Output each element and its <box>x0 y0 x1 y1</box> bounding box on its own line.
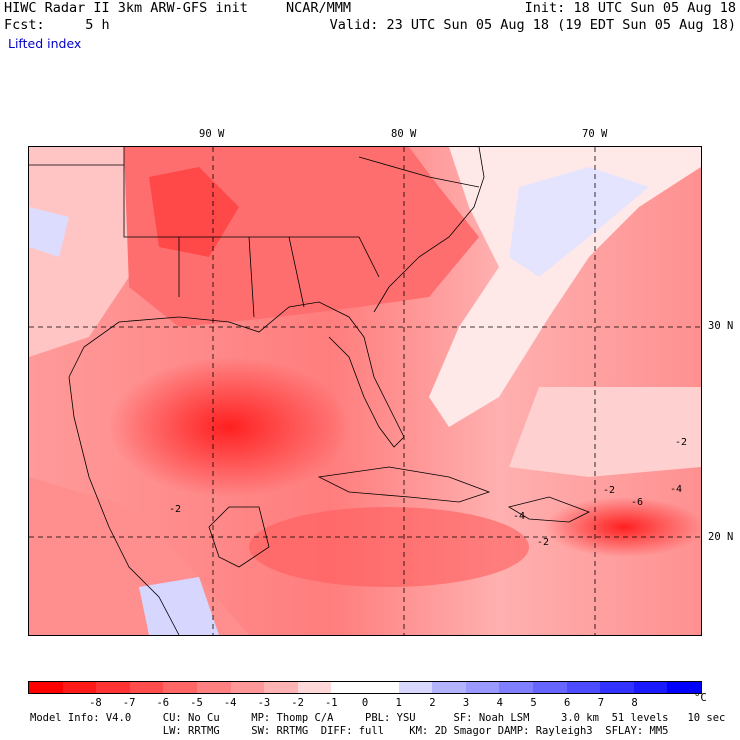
caribbean-core <box>544 497 701 557</box>
colorbar-swatch <box>163 682 197 693</box>
colorbar-swatch <box>600 682 634 693</box>
colorbar-swatch <box>331 682 365 693</box>
colorbar-tick-label: 5 <box>530 697 537 709</box>
colorbar-swatch <box>364 682 399 693</box>
colorbar-tick-label: 4 <box>496 697 503 709</box>
gulf-core <box>109 357 349 497</box>
colorbar-tick-label: 1 <box>395 697 402 709</box>
stable-patch <box>29 207 69 257</box>
colorbar-swatch <box>532 682 567 693</box>
colorbar-swatch <box>297 682 332 693</box>
colorbar-swatch <box>264 682 298 693</box>
mexico-blue-patch <box>139 577 219 635</box>
colorbar-tick-label: 2 <box>429 697 436 709</box>
contour-label: -4 <box>670 484 682 495</box>
colorbar-swatch <box>62 682 97 693</box>
lifted-index-map: -2 -2 -4 -6 -2 -4 -2 <box>28 146 702 636</box>
atlantic-south-band <box>509 387 701 477</box>
colorbar-swatch <box>398 682 433 693</box>
forecast-hour: Fcst: 5 h <box>4 17 110 33</box>
lon-label-70w: 70 W <box>582 128 608 140</box>
colorbar-tick-label: -7 <box>122 697 136 709</box>
colorbar-tick-label: 8 <box>631 697 638 709</box>
lat-label-20n: 20 N <box>708 531 734 543</box>
colorbar-tick-label: -1 <box>324 697 338 709</box>
map-canvas: -2 -2 -4 -6 -2 -4 -2 <box>29 147 701 635</box>
colorbar-swatch <box>129 682 164 693</box>
lon-label-90w: 90 W <box>199 128 225 140</box>
model-info-line1: Model Info: V4.0 CU: No Cu MP: Thomp C/A… <box>30 712 726 724</box>
contour-label: -2 <box>169 504 181 515</box>
lat-label-30n: 30 N <box>708 320 734 332</box>
colorbar-swatch <box>566 682 601 693</box>
colorbar-tick-label: 3 <box>462 697 470 709</box>
colorbar-swatch <box>196 682 231 693</box>
atlantic-blue-patch <box>509 167 649 277</box>
colorbar-tick-label: -3 <box>257 697 271 709</box>
colorbar-swatch <box>633 682 668 693</box>
contour-label: -2 <box>603 485 615 496</box>
field-name: Lifted index <box>8 36 82 51</box>
contour-label: -4 <box>513 511 525 522</box>
colorbar-swatch <box>465 682 500 693</box>
plains-field <box>29 147 129 357</box>
colorbar-tick-label: 0 <box>361 697 369 709</box>
colorbar-tick-label: -5 <box>190 697 203 709</box>
contour-label: -2 <box>675 437 687 448</box>
title-line: HIWC Radar II 3km ARW-GFS init <box>4 0 248 16</box>
init-time: Init: 18 UTC Sun 05 Aug 18 <box>524 0 736 16</box>
contour-labels: -2 -2 -4 -6 -2 -4 -2 <box>169 437 687 548</box>
lon-label-80w: 80 W <box>391 128 417 140</box>
colorbar <box>28 681 702 694</box>
colorbar-swatch <box>96 682 130 693</box>
colorbar-tick-label: -2 <box>291 697 304 709</box>
caribbean-band <box>249 507 529 587</box>
valid-time: Valid: 23 UTC Sun 05 Aug 18 (19 EDT Sun … <box>329 17 736 33</box>
colorbar-swatch <box>499 682 533 693</box>
graticule <box>29 147 701 635</box>
contour-label: -2 <box>537 537 549 548</box>
colorbar-tick-label: -4 <box>223 697 237 709</box>
colorbar-tick-label: 7 <box>597 697 605 709</box>
colorbar-unit: °C <box>694 692 707 704</box>
colorbar-swatch <box>432 682 466 693</box>
colorbar-swatch <box>667 682 701 693</box>
colorbar-swatch <box>29 682 63 693</box>
colorbar-swatch <box>230 682 265 693</box>
colorbar-tick-label: -8 <box>89 697 102 709</box>
southeast-core <box>149 167 239 257</box>
colorbar-tick-label: 6 <box>564 697 571 709</box>
org-label: NCAR/MMM <box>286 0 352 16</box>
colorbar-tick-label: -6 <box>156 697 170 709</box>
atlantic-stable-band <box>429 147 701 427</box>
contour-label: -6 <box>631 497 643 508</box>
model-info-line2: LW: RRTMG SW: RRTMG DIFF: full KM: 2D Sm… <box>30 725 669 737</box>
